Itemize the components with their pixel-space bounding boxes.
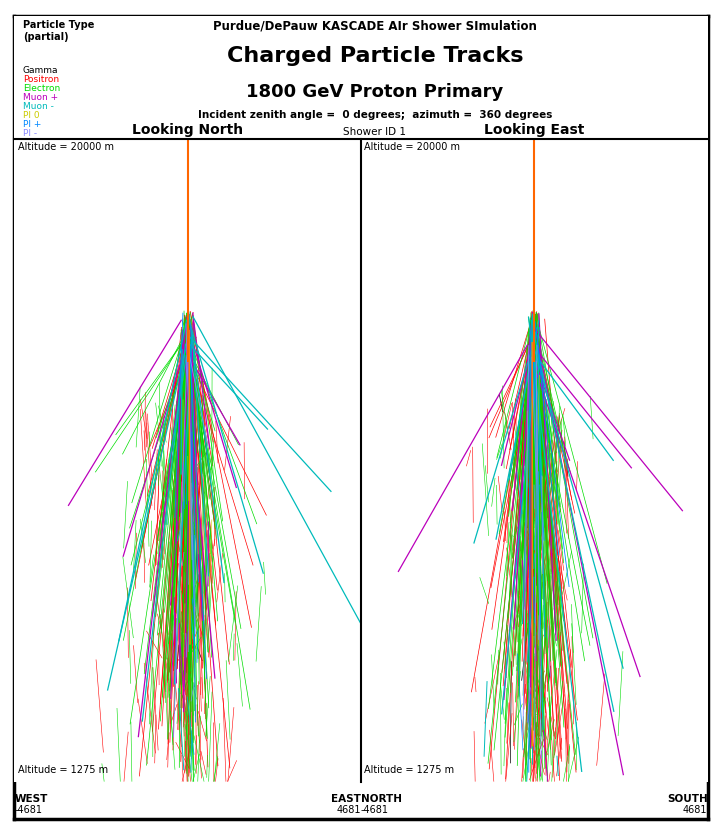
- Text: 4681: 4681: [683, 804, 708, 814]
- Text: SOUTH: SOUTH: [667, 793, 708, 803]
- Text: Looking North: Looking North: [132, 122, 243, 136]
- Text: Positron: Positron: [23, 75, 59, 84]
- Text: Muon +: Muon +: [23, 93, 58, 102]
- Text: EAST: EAST: [331, 793, 361, 803]
- Text: PI 0: PI 0: [23, 111, 40, 120]
- Text: Altitude = 20000 m: Altitude = 20000 m: [365, 141, 461, 151]
- Text: 1800 GeV Proton Primary: 1800 GeV Proton Primary: [246, 83, 503, 101]
- Text: Incident zenith angle =  0 degrees;  azimuth =  360 degrees: Incident zenith angle = 0 degrees; azimu…: [198, 110, 552, 120]
- Text: WEST: WEST: [14, 793, 48, 803]
- Text: Charged Particle Tracks: Charged Particle Tracks: [227, 46, 523, 66]
- Text: Purdue/DePauw KASCADE AIr Shower SImulation: Purdue/DePauw KASCADE AIr Shower SImulat…: [213, 19, 536, 32]
- Text: Gamma: Gamma: [23, 66, 58, 75]
- Text: Shower ID 1: Shower ID 1: [344, 127, 406, 137]
- Text: Particle Type
(partial): Particle Type (partial): [23, 20, 94, 42]
- Text: tinyurl.com/KASCADE: tinyurl.com/KASCADE: [323, 142, 427, 152]
- Text: Muon -: Muon -: [23, 102, 53, 111]
- Text: 4681: 4681: [336, 804, 361, 814]
- Text: Looking East: Looking East: [484, 122, 585, 136]
- Text: -4681: -4681: [14, 804, 43, 814]
- Text: PI +: PI +: [23, 120, 41, 130]
- Text: Proton: Proton: [23, 139, 52, 147]
- Text: Altitude = 1275 m: Altitude = 1275 m: [365, 764, 455, 774]
- Text: Electron: Electron: [23, 84, 60, 93]
- Text: NORTH: NORTH: [361, 793, 402, 803]
- Text: Altitude = 20000 m: Altitude = 20000 m: [18, 141, 114, 151]
- Text: PI -: PI -: [23, 130, 37, 138]
- Text: -4681: -4681: [361, 804, 389, 814]
- Text: Altitude = 1275 m: Altitude = 1275 m: [18, 764, 108, 774]
